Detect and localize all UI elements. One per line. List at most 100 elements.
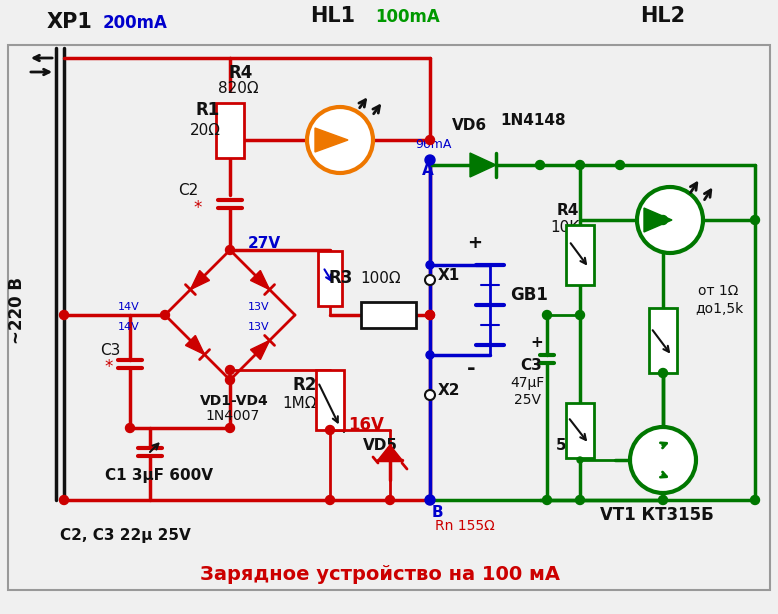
Polygon shape [644,208,672,232]
Circle shape [325,495,335,505]
Text: R2: R2 [292,376,317,394]
Circle shape [542,311,552,319]
Text: C2: C2 [178,183,198,198]
Circle shape [426,311,434,319]
Circle shape [307,107,373,173]
Text: R3: R3 [328,269,352,287]
Text: 100mA: 100mA [375,8,440,26]
Circle shape [576,311,584,319]
Text: *: * [193,199,202,217]
Circle shape [59,495,68,505]
Text: Зарядное устройство на 100 мА: Зарядное устройство на 100 мА [200,565,560,585]
Text: 1N4148: 1N4148 [500,113,566,128]
Text: 10K: 10K [550,220,580,235]
Circle shape [426,136,434,144]
Text: 14V: 14V [118,322,140,332]
Circle shape [535,160,545,169]
Text: C3: C3 [520,358,541,373]
Text: 14V: 14V [118,302,140,312]
Polygon shape [185,335,205,354]
Circle shape [751,495,759,505]
Bar [316,370,344,430]
Text: 13V: 13V [248,302,270,312]
Text: B: B [432,505,443,520]
Text: VD1-VD4: VD1-VD4 [200,394,268,408]
Circle shape [576,495,584,505]
Text: ~220 В: ~220 В [8,276,26,343]
Circle shape [160,311,170,319]
Text: 20Ω: 20Ω [190,123,221,138]
Bar [649,308,677,373]
Circle shape [637,187,703,253]
Circle shape [125,424,135,432]
Text: 5K: 5K [556,438,578,453]
Circle shape [59,311,68,319]
Polygon shape [251,340,269,360]
Polygon shape [191,271,209,290]
Text: Rn 155Ω: Rn 155Ω [435,519,495,533]
Text: C3: C3 [100,343,121,358]
Text: C2, C3 22μ 25V: C2, C3 22μ 25V [60,528,191,543]
Text: 1N4007: 1N4007 [205,409,259,423]
Text: R1: R1 [195,101,219,119]
Text: 47μF: 47μF [510,376,545,390]
Text: 96mA: 96mA [415,138,451,151]
Circle shape [426,311,434,319]
Circle shape [226,365,234,375]
Text: 1MΩ: 1MΩ [282,396,317,411]
Circle shape [425,390,435,400]
Text: X2: X2 [438,383,461,398]
Circle shape [425,495,435,505]
Circle shape [576,160,584,169]
Text: C1 3μF 600V: C1 3μF 600V [105,468,213,483]
Bar [8,45,770,590]
Text: 200mA: 200mA [103,14,168,32]
Text: 820Ω: 820Ω [218,81,258,96]
Text: 27V: 27V [248,236,281,251]
Polygon shape [251,271,269,290]
Text: 16V: 16V [348,416,384,434]
Bar [216,103,244,158]
Circle shape [426,495,434,505]
Circle shape [542,495,552,505]
Text: HL2: HL2 [640,6,685,26]
Text: 25V: 25V [514,393,541,407]
Text: +: + [530,335,543,350]
Circle shape [425,275,435,285]
Text: -: - [467,359,475,379]
Circle shape [615,160,625,169]
Text: VD5: VD5 [363,438,398,453]
Bar [566,403,594,457]
Text: X1: X1 [438,268,461,283]
Text: 13V: 13V [248,322,270,332]
Text: GB1: GB1 [510,286,548,304]
Text: A: A [422,163,434,178]
Text: HL1: HL1 [310,6,355,26]
Circle shape [386,495,394,505]
Text: XP1: XP1 [47,12,93,32]
Polygon shape [315,128,348,152]
Circle shape [325,426,335,435]
Text: от 1Ω: от 1Ω [698,284,738,298]
Circle shape [425,155,435,165]
Text: R4: R4 [557,203,580,218]
Polygon shape [470,153,496,177]
Text: VD6: VD6 [452,118,487,133]
Text: R4: R4 [228,64,252,82]
Bar [318,251,342,306]
Circle shape [426,351,434,359]
Text: *: * [104,358,112,376]
Circle shape [751,216,759,225]
Bar [360,302,415,328]
Circle shape [577,457,583,463]
Circle shape [658,368,668,378]
Bar [566,225,594,285]
Circle shape [658,216,668,225]
Circle shape [426,261,434,269]
Circle shape [226,376,234,384]
Text: +: + [467,234,482,252]
Text: 100Ω: 100Ω [360,271,401,286]
Circle shape [630,427,696,493]
Circle shape [226,246,234,254]
Circle shape [226,424,234,432]
